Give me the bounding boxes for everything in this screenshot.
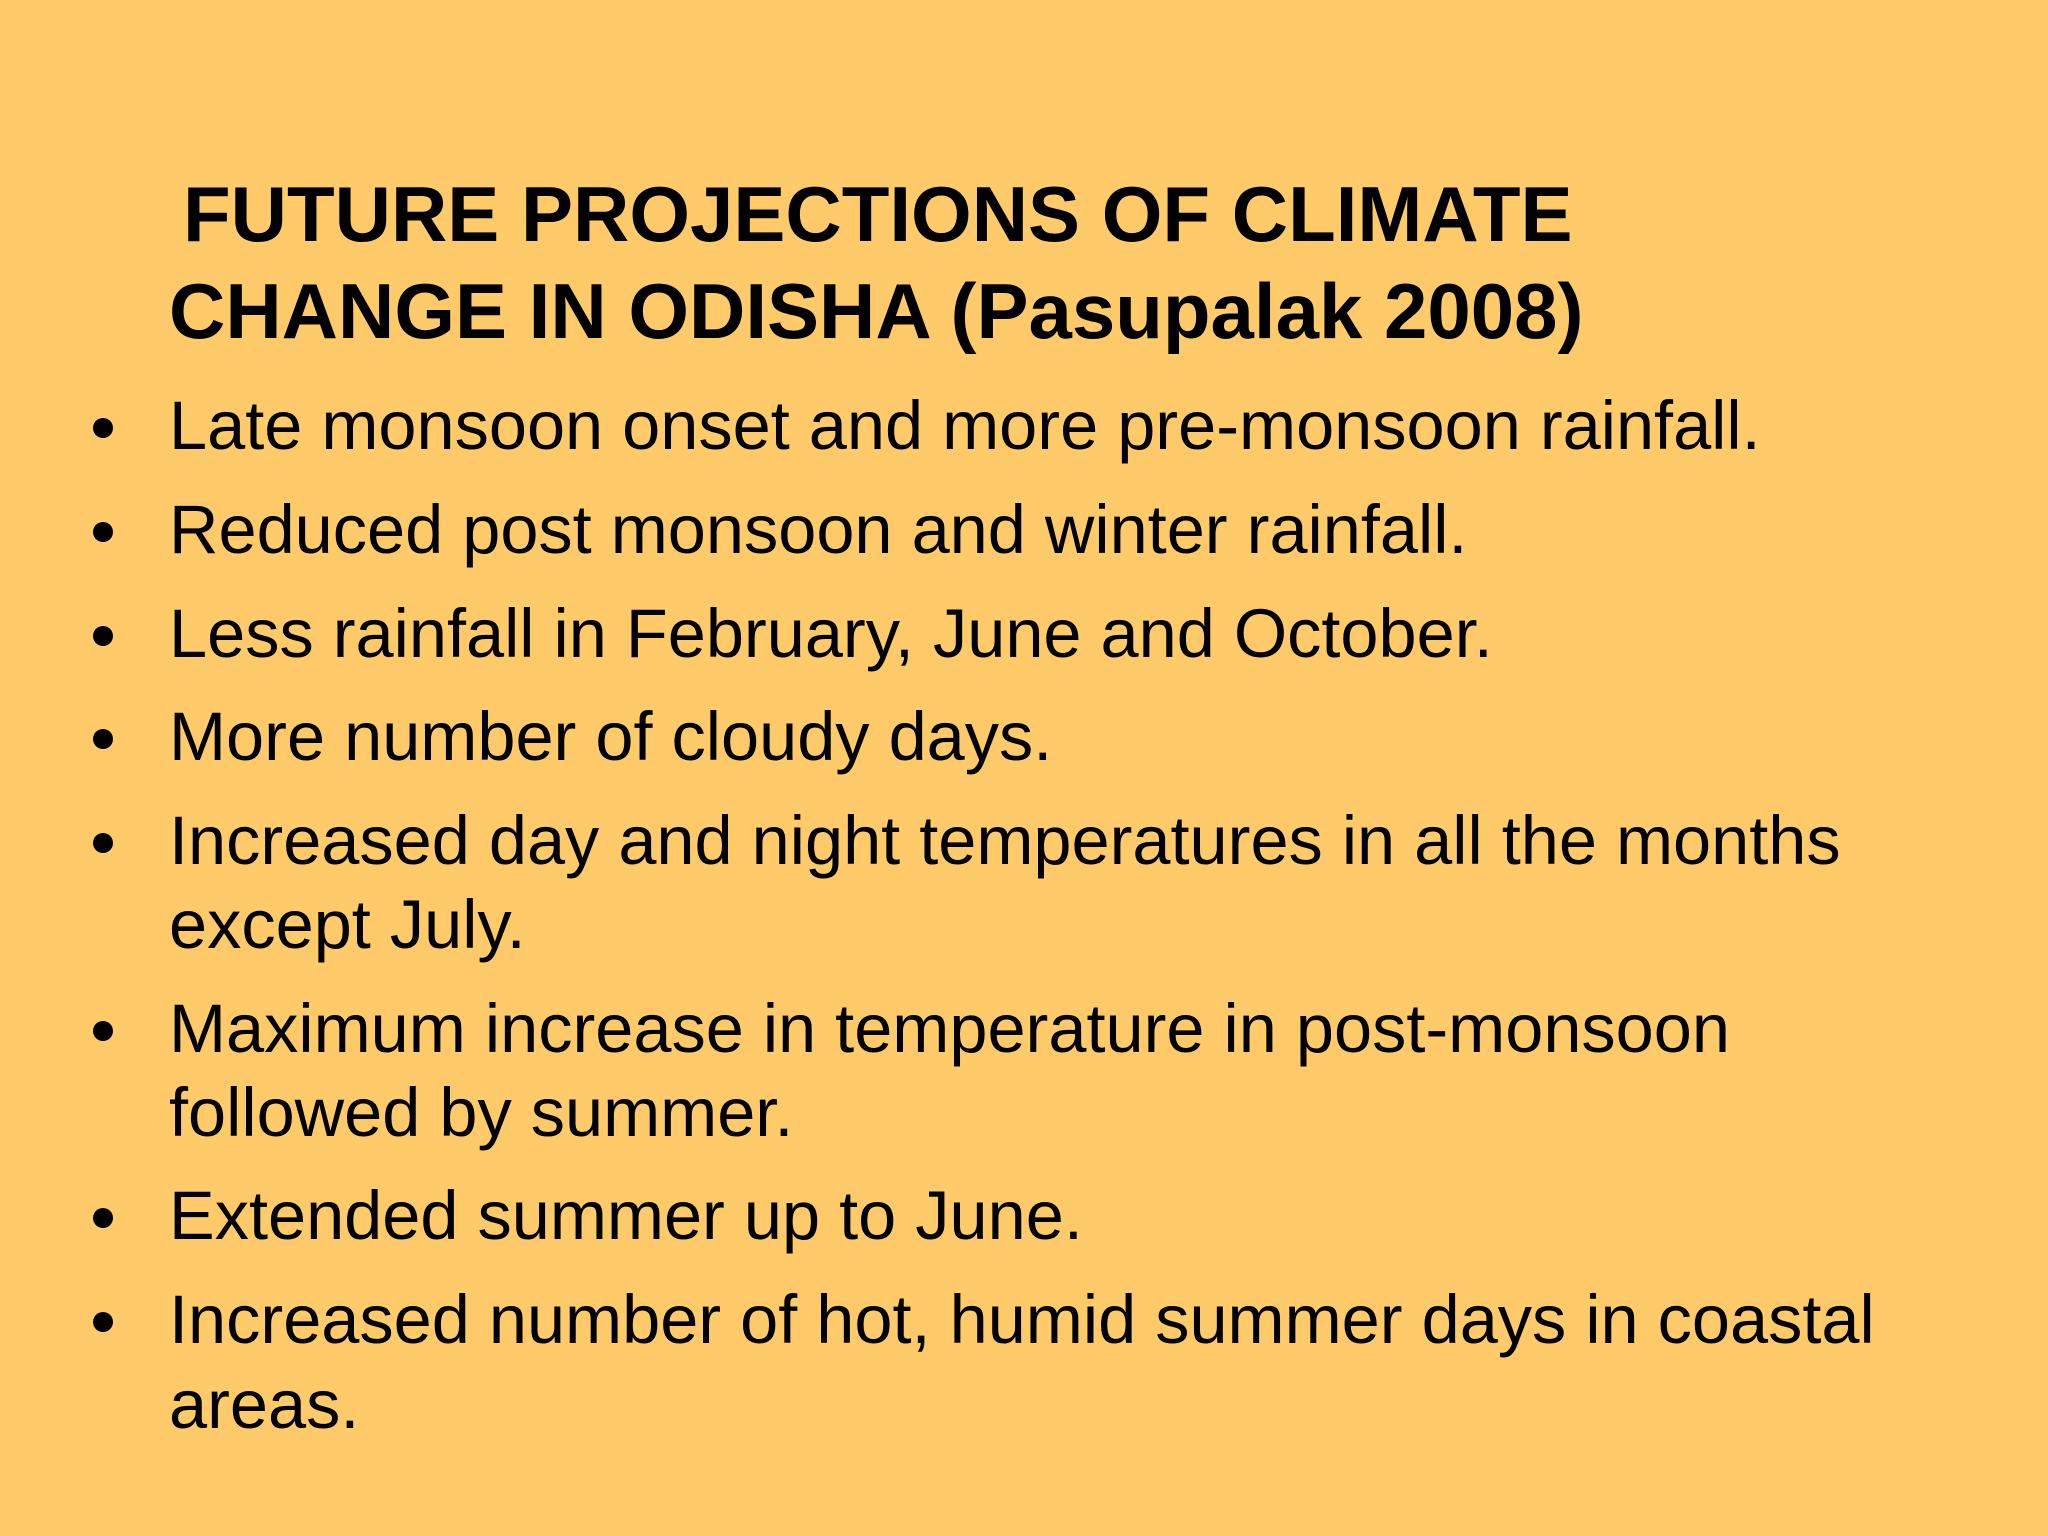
bullet-text-continued: except July. <box>169 886 526 963</box>
bullet-dot-icon <box>93 1208 113 1228</box>
bullet-text: Late monsoon onset and more pre-monsoon … <box>169 387 1761 464</box>
bullet-text: Reduced post monsoon and winter rainfall… <box>169 491 1468 568</box>
bullet-dot-icon <box>93 1312 113 1332</box>
bullet-text-continued: followed by summer. <box>169 1074 794 1151</box>
bullet-dot-icon <box>93 626 113 646</box>
bullet-dot-icon <box>93 418 113 438</box>
title-line-1: FUTURE PROJECTIONS OF CLIMATE <box>183 170 1573 258</box>
bullet-text: Increased number of hot, humid summer da… <box>169 1281 1875 1358</box>
bullet-dot-icon <box>93 833 113 853</box>
bullet-text: Extended summer up to June. <box>169 1177 1083 1254</box>
bullet-text-continued: areas. <box>169 1366 360 1443</box>
bullet-dot-icon <box>93 1021 113 1041</box>
title-line-2: CHANGE IN ODISHA (Pasupalak 2008) <box>169 267 1584 355</box>
bullet-dot-icon <box>93 729 113 749</box>
bullet-text: Less rainfall in February, June and Octo… <box>169 595 1493 672</box>
bullet-text: Increased day and night temperatures in … <box>169 802 1841 879</box>
bullet-dot-icon <box>93 522 113 542</box>
bullet-text: More number of cloudy days. <box>169 698 1053 775</box>
bullet-text: Maximum increase in temperature in post-… <box>169 990 1730 1067</box>
